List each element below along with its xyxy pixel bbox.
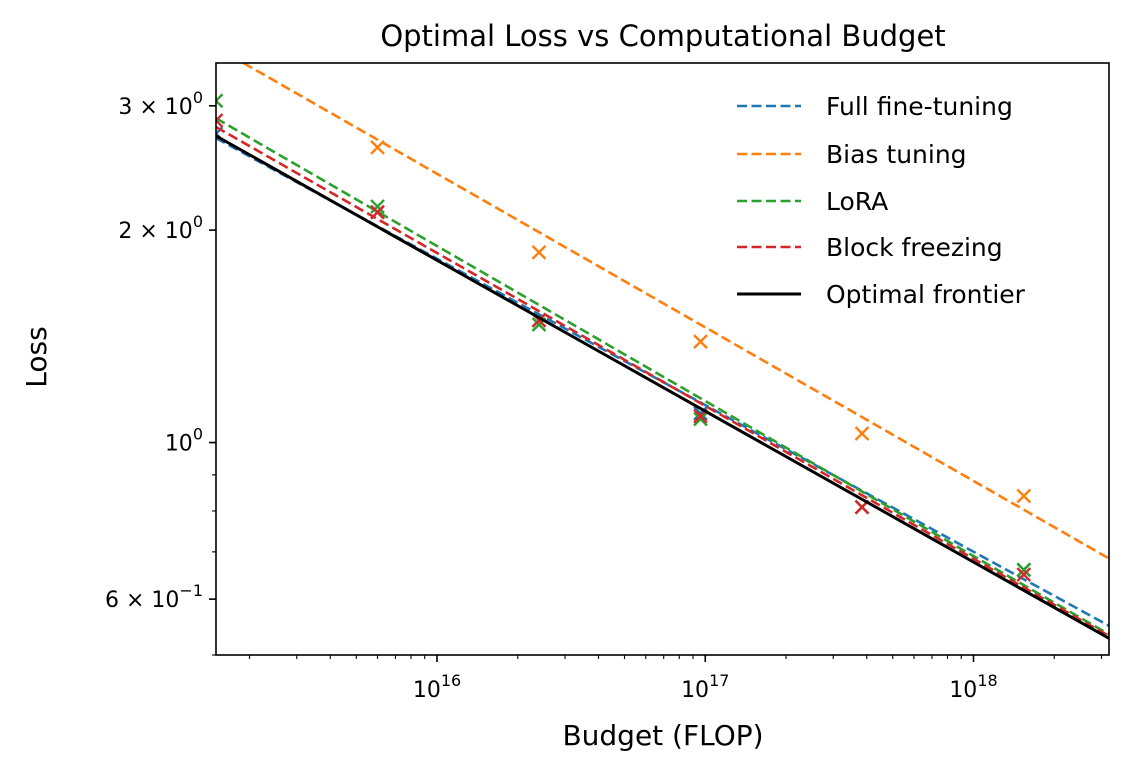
series-line-full-fine-tuning	[216, 136, 1109, 627]
series-line-lora	[216, 117, 1109, 636]
x-axis-title: Budget (FLOP)	[562, 719, 763, 752]
legend-item-full-fine-tuning: Full fine-tuning	[737, 92, 1013, 121]
data-point-lora	[216, 93, 224, 109]
y-tick-label-base: 3 × 10	[118, 95, 192, 120]
legend-label: Full fine-tuning	[826, 92, 1013, 121]
y-tick-label: 100	[165, 425, 203, 457]
y-tick-label-base: 6 × 10	[105, 588, 179, 613]
series-block-freezing	[216, 113, 1109, 638]
x-tick-label-exponent: 17	[709, 671, 729, 690]
series-layer	[216, 63, 1109, 640]
data-point-lora	[1016, 562, 1032, 578]
data-point-bias-tuning	[370, 139, 385, 155]
legend-label: Optimal frontier	[826, 280, 1026, 309]
series-full-fine-tuning	[216, 126, 1109, 627]
data-point-bias-tuning	[693, 334, 708, 349]
y-tick-label-exponent: −1	[179, 581, 203, 600]
chart-title: Optimal Loss vs Computational Budget	[380, 19, 945, 53]
legend-label: Block freezing	[826, 233, 1003, 262]
x-tick-label-base: 10	[681, 678, 709, 703]
x-tick-label: 1017	[681, 671, 729, 703]
data-point-bias-tuning	[531, 245, 547, 260]
x-tick-label-base: 10	[413, 678, 441, 703]
data-point-block-freezing	[370, 204, 385, 220]
legend-item-block-freezing: Block freezing	[737, 233, 1003, 262]
legend-item-lora: LoRA	[737, 187, 888, 216]
legend-item-optimal-frontier: Optimal frontier	[737, 280, 1026, 309]
x-tick-label-base: 10	[949, 678, 977, 703]
series-line-bias-tuning	[242, 63, 1109, 560]
x-tick-label: 1016	[413, 671, 461, 703]
legend-item-bias-tuning: Bias tuning	[737, 140, 967, 169]
legend-label: Bias tuning	[826, 140, 967, 169]
y-axis-title: Loss	[20, 326, 53, 387]
y-tick-label-exponent: 0	[193, 88, 203, 107]
data-point-full-fine-tuning	[693, 405, 708, 421]
y-tick-label-exponent: 0	[193, 212, 203, 231]
y-tick-label: 6 × 10−1	[105, 581, 203, 613]
data-point-block-freezing	[216, 113, 224, 128]
y-tick-label-exponent: 0	[193, 425, 203, 444]
data-point-lora	[693, 411, 708, 427]
data-point-bias-tuning	[854, 426, 870, 441]
data-point-lora	[370, 199, 385, 214]
y-tick-label-base: 2 × 10	[118, 219, 192, 244]
x-tick-label-exponent: 16	[441, 671, 461, 690]
x-tick-label: 1018	[949, 671, 997, 703]
series-bias-tuning	[242, 63, 1109, 560]
y-tick-label: 2 × 100	[118, 212, 203, 244]
series-optimal-frontier	[216, 134, 1109, 640]
legend: Full fine-tuning Bias tuning LoRA Block fre…	[737, 92, 1026, 309]
x-tick-label-exponent: 18	[977, 671, 997, 690]
y-tick-label-base: 10	[165, 432, 193, 457]
plot-frame	[215, 62, 1110, 656]
legend-label: LoRA	[826, 187, 888, 216]
data-point-block-freezing	[1016, 567, 1032, 582]
y-tick-label: 3 × 100	[118, 88, 203, 120]
series-line-block-freezing	[216, 125, 1109, 638]
data-point-bias-tuning	[1016, 488, 1032, 504]
series-line-optimal-frontier	[216, 134, 1109, 640]
